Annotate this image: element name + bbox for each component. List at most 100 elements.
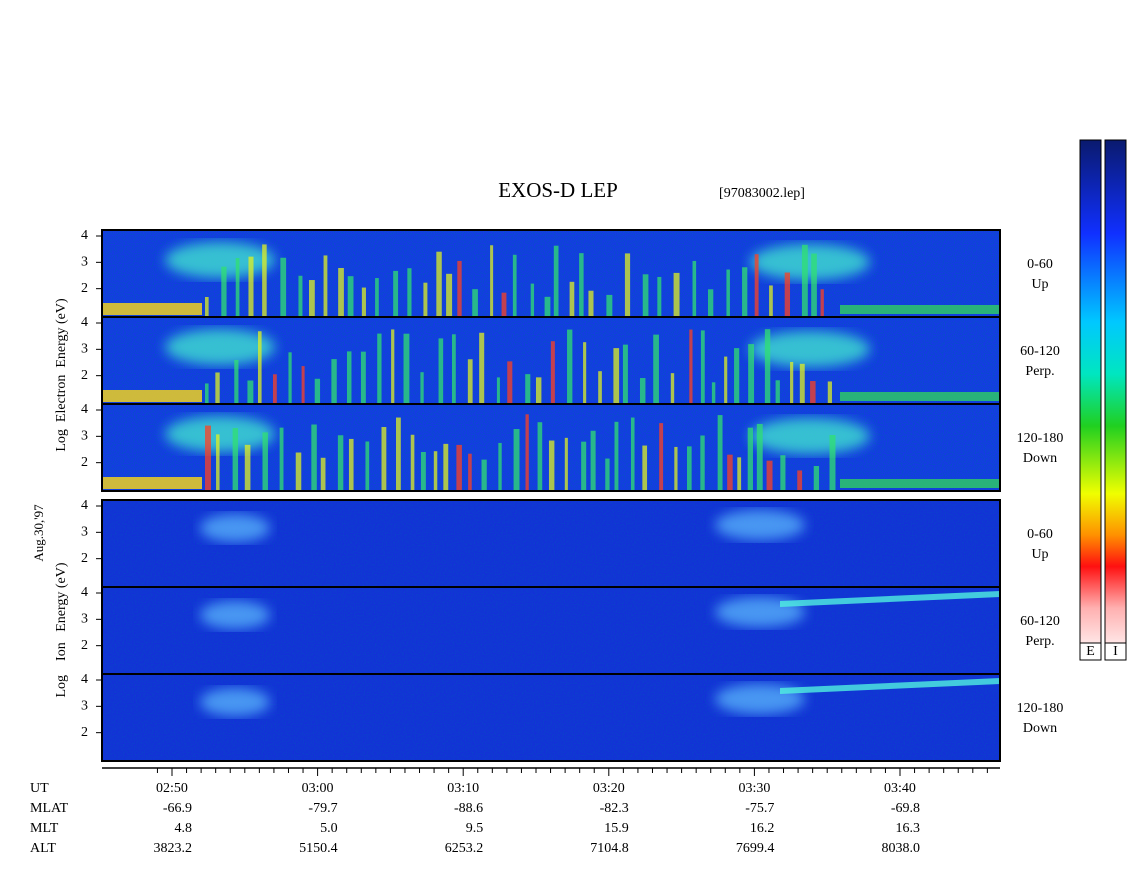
burst	[711, 382, 716, 404]
burst	[314, 378, 321, 404]
emission-patch	[165, 242, 275, 278]
burst	[724, 356, 728, 404]
burst	[797, 470, 803, 491]
burst	[537, 422, 543, 491]
burst	[221, 266, 227, 317]
burst	[692, 260, 697, 317]
panel-frame	[101, 673, 1001, 762]
burst	[298, 275, 303, 317]
burst	[747, 427, 753, 491]
burst	[689, 329, 693, 404]
burst	[244, 444, 251, 491]
angle-label: 0-60	[1027, 257, 1053, 272]
burst	[569, 281, 575, 317]
panel-noise	[102, 500, 1000, 587]
burst	[670, 373, 675, 404]
time-axis-value: 03:30	[738, 781, 770, 796]
burst	[360, 351, 366, 404]
energy-tick-label: 3	[81, 612, 88, 627]
energy-tick-label: 4	[81, 672, 88, 687]
file-name: [97083002.lep]	[719, 186, 805, 201]
time-axis-value: 6253.2	[445, 841, 484, 856]
burst	[234, 359, 239, 404]
angle-label: 60-120	[1020, 614, 1060, 629]
spectrogram-panel	[101, 673, 1001, 762]
energy-tick-label: 2	[81, 281, 88, 296]
burst	[550, 341, 555, 404]
burst	[726, 269, 730, 317]
energy-tick-label: 2	[81, 638, 88, 653]
direction-label: Down	[1023, 721, 1057, 736]
burst	[391, 329, 395, 404]
burst	[737, 457, 742, 491]
burst	[820, 289, 824, 317]
burst	[337, 435, 344, 491]
electron-axis-label: Log Electron Energy (eV)	[54, 298, 69, 452]
spectrogram-panel	[101, 586, 1001, 675]
burst	[653, 334, 659, 404]
angle-label: 60-120	[1020, 344, 1060, 359]
burst	[247, 380, 254, 404]
colorbar-label-box	[1104, 642, 1127, 661]
burst	[829, 435, 836, 491]
time-axis-value: -69.8	[891, 801, 920, 816]
direction-label: Up	[1031, 277, 1048, 292]
burst	[205, 383, 209, 404]
burst	[639, 378, 646, 404]
emission-patch	[200, 601, 270, 629]
burst	[642, 445, 648, 491]
burst	[827, 381, 832, 404]
row-label: MLAT	[30, 801, 69, 816]
burst	[756, 423, 763, 491]
burst	[590, 430, 596, 491]
burst	[205, 296, 209, 317]
burst	[498, 442, 502, 491]
time-axis-value: 5.0	[320, 821, 338, 836]
low-energy-band	[840, 392, 1000, 401]
time-axis-value: -66.9	[163, 801, 192, 816]
burst	[727, 454, 733, 491]
burst	[375, 278, 379, 317]
burst	[338, 267, 344, 317]
time-axis-value: 03:20	[593, 781, 625, 796]
burst	[687, 446, 692, 491]
burst	[764, 329, 771, 404]
time-axis-value: 02:50	[156, 781, 188, 796]
burst	[754, 254, 759, 317]
burst	[248, 256, 254, 317]
time-axis-value: 16.2	[750, 821, 775, 836]
burst	[810, 381, 816, 404]
colorbar-e	[1079, 139, 1102, 661]
burst	[553, 245, 559, 317]
panel-frame	[101, 403, 1001, 492]
time-axis-value: 7104.8	[590, 841, 629, 856]
burst	[614, 421, 619, 491]
burst	[525, 374, 531, 404]
ion-band	[780, 678, 1000, 694]
burst	[496, 377, 500, 404]
emission-patch	[165, 416, 275, 452]
burst	[280, 257, 287, 317]
burst	[396, 417, 401, 491]
row-label: MLT	[30, 821, 59, 836]
burst	[507, 361, 513, 404]
time-axis-value: -75.7	[745, 801, 774, 816]
low-energy-band	[102, 390, 202, 402]
burst	[472, 289, 478, 317]
burst	[262, 432, 268, 491]
burst	[799, 363, 805, 404]
emission-patch	[750, 244, 870, 280]
burst	[544, 296, 551, 317]
burst	[279, 427, 284, 491]
burst	[742, 267, 748, 317]
burst	[295, 452, 302, 491]
energy-tick-label: 2	[81, 368, 88, 383]
angle-label: 0-60	[1027, 527, 1053, 542]
burst	[766, 460, 773, 491]
energy-tick-label: 4	[81, 498, 88, 513]
energy-tick-label: 3	[81, 429, 88, 444]
burst	[346, 351, 352, 404]
burst	[205, 425, 211, 491]
burst	[583, 342, 587, 404]
